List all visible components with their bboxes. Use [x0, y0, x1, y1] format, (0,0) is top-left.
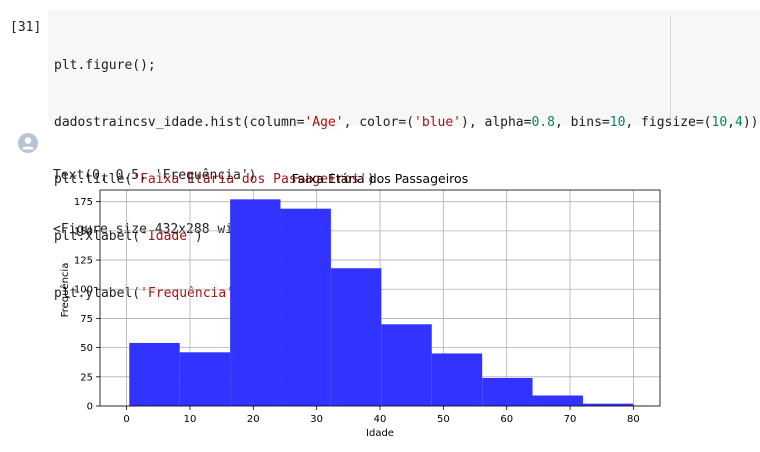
execution-count: [31]: [10, 20, 42, 35]
x-axis-label: Idade: [366, 428, 394, 439]
axis-ticks: 0 10 20 30 40 50 60 70 80 0 25 50 75 100 125 150 175: [74, 197, 640, 425]
histogram-bar: [230, 199, 281, 406]
y-tick-label: 0: [87, 402, 93, 413]
code-line-3: plt.title('Faixa Etária dos Passageiros'…: [54, 172, 375, 187]
x-tick-label: 70: [564, 414, 577, 425]
output-line-1: Text(0, 0.5, 'Frequência'): [53, 168, 257, 183]
y-tick-label: 150: [74, 226, 93, 237]
histogram-bar: [582, 403, 634, 406]
y-tick-label: 75: [80, 314, 93, 325]
y-tick-label: 50: [80, 343, 93, 354]
y-tick-label: 175: [74, 197, 93, 208]
histogram-bar: [280, 208, 331, 406]
code-line-1: plt.figure();: [54, 58, 156, 73]
x-tick-label: 0: [123, 414, 129, 425]
code-cell[interactable]: [31] plt.figure(); dadostraincsv_idade.h…: [0, 10, 760, 301]
x-tick-label: 30: [310, 414, 323, 425]
code-lines: plt.figure(); dadostraincsv_idade.hist(c…: [54, 18, 758, 341]
histogram-bar: [431, 353, 483, 406]
code-line-2: dadostraincsv_idade.hist(column='Age', c…: [54, 115, 759, 130]
chart-svg: Faixa Etária dos Passageiros 0 10 20 30 40 50…: [59, 171, 661, 439]
ruler-line: [670, 16, 671, 124]
histogram-bar: [179, 352, 231, 406]
code-editor[interactable]: plt.figure(); dadostraincsv_idade.hist(c…: [48, 10, 760, 301]
histogram-bar: [129, 342, 180, 406]
x-tick-label: 10: [184, 414, 197, 425]
chart-title: Faixa Etária dos Passageiros: [292, 171, 468, 186]
histogram-bar: [482, 377, 533, 406]
histogram-bar: [381, 324, 432, 406]
x-tick-label: 40: [374, 414, 387, 425]
x-tick-label: 80: [627, 414, 640, 425]
y-tick-label: 25: [80, 372, 93, 383]
histogram-bars: [129, 199, 634, 406]
histogram-bar: [532, 395, 583, 406]
histogram-bar: [330, 268, 382, 406]
code-line-4: plt.xlabel('Idade'): [54, 229, 203, 244]
x-tick-label: 50: [437, 414, 450, 425]
x-tick-label: 60: [500, 414, 513, 425]
y-tick-label: 125: [74, 256, 93, 267]
x-tick-label: 20: [247, 414, 260, 425]
output-avatar-icon[interactable]: [18, 133, 38, 153]
y-tick-label: 100: [74, 285, 93, 296]
histogram-chart: Faixa Etária dos Passageiros 0 10 20 30 40 50…: [40, 168, 680, 448]
y-axis-label: Frequência: [59, 263, 71, 318]
